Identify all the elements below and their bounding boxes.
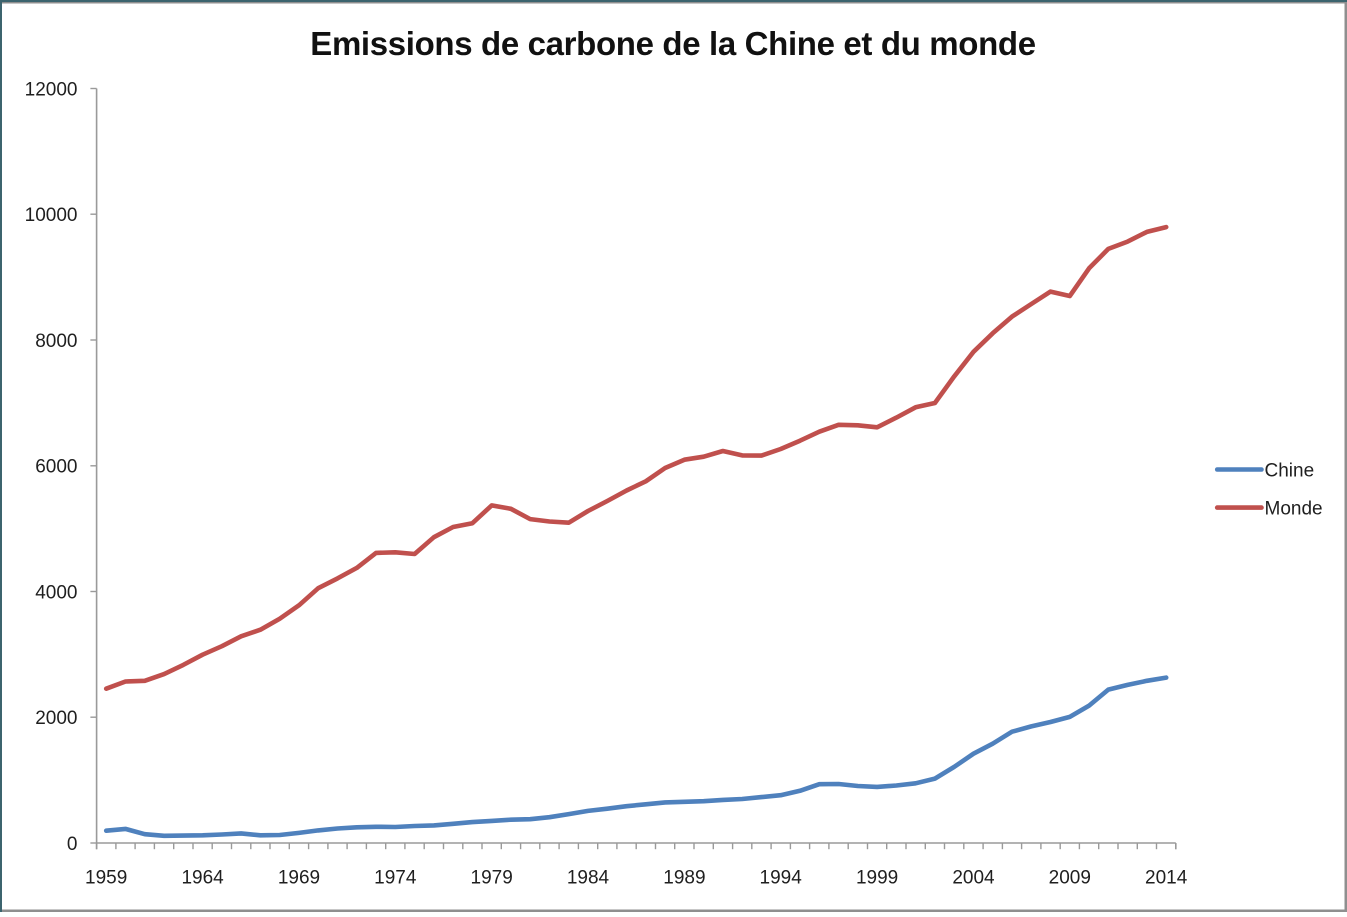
svg-text:1964: 1964 — [181, 868, 224, 889]
svg-text:1989: 1989 — [663, 868, 705, 889]
svg-text:2004: 2004 — [952, 868, 995, 889]
svg-text:Emissions de carbone de la Chi: Emissions de carbone de la Chine et du m… — [310, 25, 1035, 62]
svg-text:1999: 1999 — [856, 868, 898, 889]
svg-text:6000: 6000 — [35, 457, 77, 478]
svg-text:4000: 4000 — [35, 582, 77, 603]
svg-text:2000: 2000 — [35, 708, 77, 729]
svg-text:1979: 1979 — [471, 868, 513, 889]
svg-text:8000: 8000 — [35, 331, 77, 352]
svg-text:1974: 1974 — [374, 868, 417, 889]
svg-text:Monde: Monde — [1265, 499, 1323, 520]
svg-text:1984: 1984 — [567, 868, 610, 889]
svg-text:2014: 2014 — [1145, 868, 1188, 889]
svg-text:1969: 1969 — [278, 868, 320, 889]
svg-text:1959: 1959 — [85, 868, 127, 889]
svg-text:12000: 12000 — [25, 79, 78, 100]
svg-text:1994: 1994 — [760, 868, 803, 889]
svg-text:10000: 10000 — [25, 205, 78, 226]
svg-text:2009: 2009 — [1049, 868, 1091, 889]
svg-text:0: 0 — [67, 834, 78, 855]
svg-text:Chine: Chine — [1265, 460, 1315, 481]
